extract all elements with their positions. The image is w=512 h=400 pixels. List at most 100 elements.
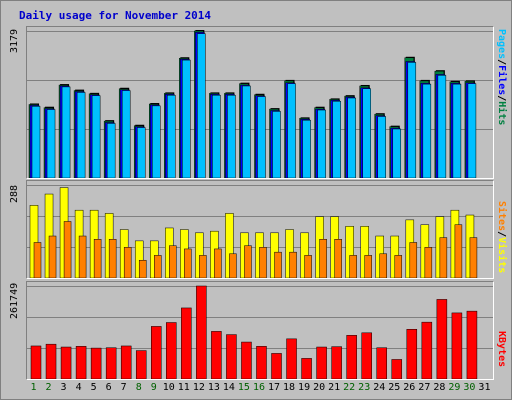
day-tick-label: 30 bbox=[463, 382, 476, 393]
kbytes-bar bbox=[376, 347, 387, 379]
hits-files-pages-panel bbox=[26, 26, 494, 179]
visits-sites-panel bbox=[26, 180, 494, 279]
pages-bar bbox=[76, 92, 86, 178]
sites-bar bbox=[454, 224, 463, 278]
sites-bar bbox=[93, 239, 102, 278]
kbytes-bar bbox=[135, 350, 147, 379]
day-tick-label: 16 bbox=[252, 382, 265, 393]
sites-bar bbox=[319, 239, 327, 278]
day-tick-label: 3 bbox=[60, 382, 67, 393]
day-tick-label: 8 bbox=[135, 382, 142, 393]
pages-bar bbox=[167, 94, 176, 178]
kbytes-bar bbox=[256, 346, 267, 379]
day-tick-label: 23 bbox=[358, 382, 371, 393]
kbytes-bar bbox=[421, 321, 433, 379]
pages-bar bbox=[452, 83, 462, 178]
kbytes-bar bbox=[30, 345, 42, 379]
pages-bar bbox=[437, 75, 447, 178]
pages-bar bbox=[422, 83, 432, 178]
sites-bar bbox=[48, 235, 57, 278]
pages-bar bbox=[377, 116, 386, 178]
pages-bar bbox=[106, 123, 116, 178]
sites-bar bbox=[394, 255, 403, 278]
kbytes-bar bbox=[361, 332, 372, 379]
chart-title: Daily usage for November 2014 bbox=[19, 9, 212, 22]
visits-sites-chart bbox=[27, 185, 493, 278]
kbytes-bar bbox=[316, 346, 327, 379]
pages-bar bbox=[317, 109, 326, 178]
day-tick-label: 25 bbox=[388, 382, 401, 393]
sites-bar bbox=[289, 251, 297, 278]
pages-bar bbox=[61, 86, 71, 178]
pages-bar bbox=[91, 95, 101, 178]
legend-files: Files bbox=[496, 65, 507, 96]
kbytes-bar bbox=[211, 331, 222, 379]
kbytes-bar bbox=[196, 285, 207, 379]
kbytes-bar bbox=[181, 307, 192, 379]
pages-bar bbox=[302, 119, 311, 178]
sites-bar bbox=[259, 247, 267, 278]
day-tick-label: 2 bbox=[45, 382, 52, 393]
legend-kbytes: KBytes bbox=[496, 331, 507, 368]
pages-bar bbox=[121, 90, 131, 178]
kbytes-bar bbox=[271, 353, 282, 379]
day-tick-label: 21 bbox=[328, 382, 341, 393]
top-max-label: 3179 bbox=[9, 28, 20, 53]
day-tick-label: 26 bbox=[403, 382, 416, 393]
sites-bar bbox=[63, 221, 72, 278]
pages-bar bbox=[272, 111, 281, 178]
legend-hits: Hits bbox=[496, 101, 507, 126]
sites-bar bbox=[379, 253, 387, 278]
mid-legend: Sites/Visits bbox=[496, 201, 507, 273]
sites-bar bbox=[138, 259, 147, 278]
sites-bar bbox=[33, 242, 42, 278]
sites-bar bbox=[169, 245, 177, 278]
day-tick-label: 29 bbox=[448, 382, 461, 393]
sites-bar bbox=[184, 248, 192, 278]
bot-legend: KBytes bbox=[496, 331, 507, 367]
sites-bar bbox=[364, 255, 372, 278]
kbytes-bar bbox=[451, 312, 463, 379]
pages-bar bbox=[362, 88, 371, 178]
kbytes-bar bbox=[151, 326, 162, 379]
sites-bar bbox=[349, 255, 357, 278]
pages-bar bbox=[287, 83, 296, 178]
kbytes-bar bbox=[436, 299, 448, 379]
kbytes-bar bbox=[346, 335, 357, 379]
kbytes-bar bbox=[286, 338, 297, 379]
hits-files-pages-chart bbox=[27, 30, 493, 178]
day-tick-label: 10 bbox=[162, 382, 175, 393]
kbytes-bar bbox=[166, 322, 177, 379]
kbytes-bar bbox=[406, 329, 418, 379]
top-legend: Pages/Files/Hits bbox=[496, 29, 507, 125]
day-tick-label: 13 bbox=[207, 382, 220, 393]
pages-bar bbox=[136, 127, 146, 178]
pages-bar bbox=[197, 33, 206, 178]
kbytes-bar bbox=[105, 347, 117, 379]
sites-bar bbox=[439, 237, 448, 278]
day-tick-label: 1 bbox=[30, 382, 37, 393]
pages-bar bbox=[31, 106, 41, 178]
day-tick-label: 31 bbox=[478, 382, 491, 393]
kbytes-bar bbox=[391, 359, 403, 379]
day-tick-label: 7 bbox=[120, 382, 127, 393]
sites-bar bbox=[229, 253, 237, 278]
kbytes-bar bbox=[60, 346, 72, 379]
legend-sites: Sites bbox=[496, 201, 507, 232]
pages-bar bbox=[257, 96, 266, 178]
kbytes-bar bbox=[226, 334, 237, 379]
pages-bar bbox=[392, 128, 402, 178]
day-tick-label: 9 bbox=[150, 382, 157, 393]
kbytes-bar bbox=[75, 346, 87, 379]
pages-bar bbox=[332, 100, 341, 178]
day-tick-label: 19 bbox=[298, 382, 311, 393]
day-tick-label: 17 bbox=[267, 382, 281, 393]
sites-bar bbox=[244, 245, 252, 278]
sites-bar bbox=[154, 255, 162, 278]
kbytes-bar bbox=[45, 343, 57, 379]
day-tick-label: 18 bbox=[283, 382, 296, 393]
pages-bar bbox=[227, 94, 236, 178]
pages-bar bbox=[46, 109, 56, 178]
pages-bar bbox=[242, 85, 251, 178]
